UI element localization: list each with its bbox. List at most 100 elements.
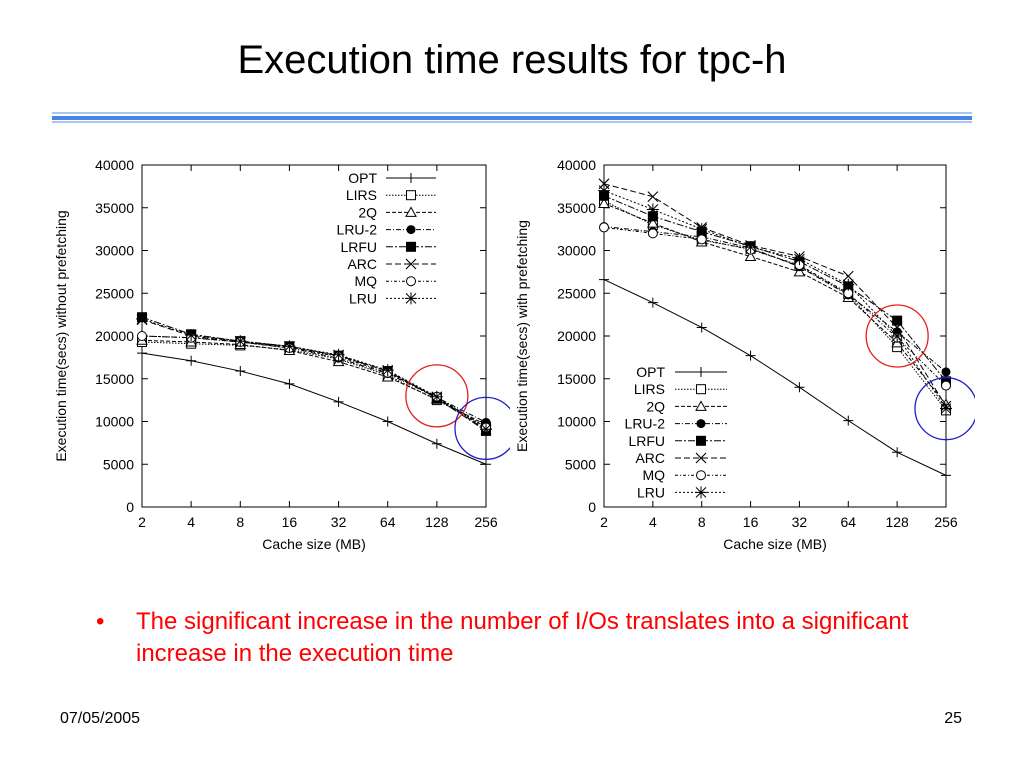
- series-lru: [598, 184, 952, 415]
- series-line-lirs: [141, 341, 487, 428]
- data-point-lru: [185, 329, 198, 342]
- legend-marker-lru: [695, 486, 707, 499]
- y-tick-label: 5000: [103, 456, 134, 472]
- legend-label-2q: 2Q: [646, 398, 665, 414]
- y-tick-label: 15000: [557, 371, 596, 387]
- legend-label-arc: ARC: [347, 256, 377, 272]
- y-tick-label: 0: [588, 499, 596, 515]
- data-point-opt: [333, 396, 344, 407]
- series-line-lru: [603, 190, 947, 409]
- legend-marker-lirs: [696, 384, 706, 395]
- data-point-lru: [283, 340, 296, 353]
- x-tick-label: 64: [840, 514, 856, 530]
- data-point-mq: [137, 331, 147, 341]
- data-point-opt: [382, 416, 393, 427]
- legend-marker-opt: [406, 173, 416, 183]
- legend-label-lru-2: LRU-2: [337, 222, 378, 238]
- legend-label-mq: MQ: [642, 467, 665, 483]
- data-point-mq: [647, 228, 658, 239]
- data-point-2q: [744, 250, 757, 261]
- data-point-mq: [941, 380, 951, 391]
- title-rule-middle: [52, 116, 972, 120]
- data-point-lru: [842, 278, 855, 291]
- data-point-lru: [695, 223, 708, 236]
- x-tick-label: 128: [885, 514, 909, 530]
- data-point-lru: [646, 203, 659, 216]
- series-line-lrfu: [603, 195, 947, 382]
- legend-marker-arc: [695, 452, 707, 464]
- data-point-opt: [186, 355, 197, 366]
- data-point-2q: [598, 197, 610, 208]
- x-tick-label: 2: [600, 514, 608, 530]
- page-number: 25: [944, 710, 962, 727]
- x-tick-label: 8: [236, 514, 244, 530]
- series-2q: [136, 334, 492, 430]
- legend-label-lrfu: LRFU: [340, 239, 377, 255]
- legend-label-lirs: LIRS: [634, 381, 665, 397]
- x-tick-label: 4: [649, 514, 657, 530]
- data-point-2q: [647, 217, 659, 228]
- x-tick-label: 4: [187, 514, 195, 530]
- y-axis-label: Execution time(secs) with prefetching: [514, 220, 530, 452]
- data-point-lru: [136, 312, 148, 325]
- series-opt: [599, 274, 951, 481]
- legend-label-lru: LRU: [637, 484, 665, 500]
- x-tick-label: 32: [331, 514, 347, 530]
- legend-label-opt: OPT: [348, 170, 377, 186]
- data-point-opt: [941, 470, 951, 481]
- data-point-lru: [332, 348, 345, 361]
- series-line-lru-2: [141, 335, 487, 423]
- series-line-2q: [141, 339, 487, 426]
- legend-label-opt: OPT: [636, 364, 665, 380]
- data-point-opt: [647, 297, 658, 308]
- legend-marker-lru: [405, 292, 417, 305]
- x-axis-label: Cache size (MB): [262, 536, 365, 552]
- y-tick-label: 20000: [557, 328, 596, 344]
- series-lru: [136, 312, 492, 436]
- y-tick-label: 25000: [95, 285, 134, 301]
- data-point-opt: [481, 459, 491, 470]
- data-point-mq: [599, 222, 609, 233]
- data-point-lru-2: [941, 367, 951, 377]
- data-point-opt: [892, 447, 903, 458]
- series-lru-2: [599, 222, 951, 377]
- series-line-mq: [603, 226, 947, 386]
- data-point-lru: [744, 241, 757, 254]
- series-lrfu: [137, 312, 491, 436]
- data-point-opt: [745, 350, 756, 361]
- data-point-lru: [793, 253, 806, 266]
- y-tick-label: 30000: [95, 243, 134, 259]
- footer-date: 07/05/2005: [60, 710, 141, 727]
- legend-marker-2q: [695, 400, 707, 411]
- data-point-opt: [284, 378, 295, 389]
- series-line-opt: [141, 352, 487, 465]
- x-tick-label: 8: [698, 514, 706, 530]
- bullet-marker: •: [96, 608, 105, 635]
- legend-marker-lru-2: [696, 419, 706, 429]
- y-tick-label: 35000: [557, 200, 596, 216]
- chart-with-prefetching: 0 5000 10000 15000 20000 25000 30000 35000 40000…: [514, 157, 975, 552]
- legend-label-2q: 2Q: [358, 204, 377, 220]
- series-line-arc: [141, 319, 487, 431]
- highlight-circle-blue: [454, 396, 510, 460]
- y-tick-label: 35000: [95, 200, 134, 216]
- legend-label-lrfu: LRFU: [628, 433, 665, 449]
- legend-marker-mq: [696, 470, 706, 481]
- x-tick-label: 16: [282, 514, 298, 530]
- legend-marker-arc: [405, 258, 417, 270]
- series-lrfu: [599, 190, 951, 387]
- y-tick-label: 30000: [557, 243, 596, 259]
- legend-marker-lrfu: [406, 241, 416, 252]
- y-tick-label: 15000: [95, 371, 134, 387]
- series-mq: [599, 222, 951, 391]
- y-tick-label: 25000: [557, 285, 596, 301]
- y-tick-label: 40000: [557, 157, 596, 173]
- data-point-2q: [793, 265, 806, 277]
- y-tick-label: 40000: [95, 157, 134, 173]
- y-axis-label: Execution time(secs) without prefetching: [53, 210, 69, 461]
- y-tick-label: 10000: [557, 414, 596, 430]
- axes: 0 5000 10000 15000 20000 25000 30000 35000 40000…: [53, 157, 498, 552]
- series-line-opt: [603, 279, 947, 476]
- legend-marker-opt: [696, 367, 706, 377]
